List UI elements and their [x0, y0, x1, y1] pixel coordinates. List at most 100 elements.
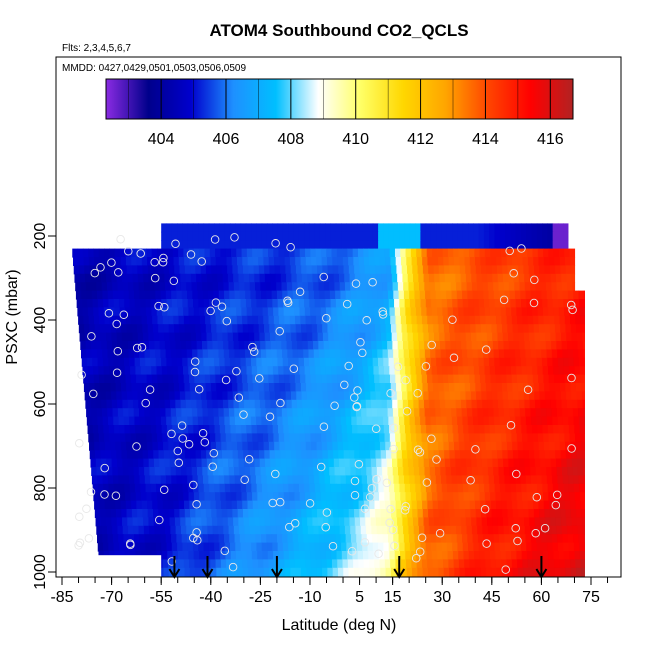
heatmap-cell: [306, 450, 313, 460]
heatmap-cell: [197, 416, 204, 426]
heatmap-cell: [544, 567, 551, 577]
heatmap-cell: [518, 332, 525, 342]
heatmap-cell: [288, 223, 295, 233]
heatmap-cell: [260, 349, 267, 359]
sample-point: [220, 546, 230, 556]
heatmap-cell: [153, 517, 160, 527]
heatmap-cell: [353, 324, 360, 334]
heatmap-cell: [382, 467, 389, 476]
heatmap-cell: [314, 542, 321, 552]
heatmap-cell: [291, 517, 298, 527]
heatmap-cell: [377, 357, 384, 367]
heatmap-cell: [313, 534, 320, 544]
heatmap-cell: [455, 341, 462, 350]
heatmap-cell: [543, 441, 550, 451]
heatmap-cell: [581, 383, 585, 392]
heatmap-cell: [279, 509, 286, 518]
heatmap-cell: [245, 240, 252, 250]
heatmap-cell: [375, 450, 382, 460]
heatmap-cell: [303, 534, 310, 544]
heatmap-cell: [487, 467, 494, 476]
heatmap-cell: [120, 257, 127, 266]
heatmap-cell: [571, 458, 578, 468]
heatmap-cell: [122, 458, 129, 468]
heatmap-cell: [518, 517, 525, 527]
heatmap-cell: [225, 307, 232, 317]
heatmap-cell: [139, 349, 146, 359]
heatmap-cell: [171, 231, 178, 241]
heatmap-cell: [396, 265, 403, 275]
heatmap-cell: [421, 492, 428, 502]
heatmap-cell: [461, 408, 468, 418]
heatmap-cell: [331, 248, 338, 258]
heatmap-cell: [177, 307, 184, 317]
heatmap-cell: [151, 374, 158, 384]
heatmap-cell: [413, 458, 420, 468]
heatmap-cell: [494, 231, 501, 241]
heatmap-cell: [452, 366, 459, 376]
heatmap-cell: [492, 273, 499, 283]
heatmap-cell: [122, 341, 129, 350]
x-tick-label: -85: [50, 589, 73, 606]
heatmap-cell: [333, 450, 339, 460]
heatmap-cell: [434, 273, 441, 283]
sample-point: [328, 541, 338, 551]
heatmap-cell: [492, 458, 499, 468]
heatmap-cell: [541, 290, 548, 300]
heatmap-cell: [267, 366, 274, 376]
heatmap-cell: [488, 416, 495, 426]
heatmap-cell: [386, 332, 393, 342]
heatmap-cell: [514, 467, 521, 476]
heatmap-cell: [529, 273, 536, 283]
heatmap-cell: [389, 366, 396, 376]
heatmap-cell: [557, 542, 564, 552]
heatmap-cell: [425, 357, 432, 367]
heatmap-cell: [197, 408, 204, 418]
heatmap-cell: [383, 231, 390, 241]
heatmap-cell: [299, 248, 306, 258]
heatmap-cell: [400, 374, 407, 384]
heatmap-cell: [273, 374, 280, 384]
heatmap-cell: [534, 391, 541, 401]
heatmap-cell: [442, 248, 449, 258]
heatmap-cell: [495, 307, 502, 317]
heatmap-cell: [384, 551, 391, 560]
heatmap-cell: [493, 475, 500, 485]
heatmap-cell: [137, 265, 144, 275]
heatmap-cell: [244, 282, 251, 292]
heatmap-cell: [278, 492, 285, 502]
heatmap-cell: [137, 332, 144, 342]
heatmap-cell: [570, 324, 577, 334]
sample-point: [228, 562, 238, 572]
heatmap-cell: [166, 425, 173, 434]
heatmap-cell: [301, 391, 308, 401]
heatmap-cell: [129, 425, 136, 434]
heatmap-cell: [489, 366, 496, 376]
heatmap-cell: [167, 559, 174, 569]
heatmap-cell: [168, 324, 175, 334]
heatmap-cell: [350, 341, 356, 350]
heatmap-cell: [529, 332, 536, 342]
heatmap-cell: [393, 223, 400, 233]
heatmap-cell: [380, 265, 387, 275]
heatmap-cell: [226, 257, 233, 266]
heatmap-cell: [468, 366, 475, 376]
heatmap-cell: [401, 265, 408, 275]
heatmap-cell: [183, 315, 190, 325]
heatmap-cell: [220, 551, 227, 560]
heatmap-cell: [138, 399, 145, 409]
heatmap-cell: [372, 475, 379, 485]
heatmap-cell: [238, 332, 245, 342]
heatmap-cell: [563, 299, 570, 308]
heatmap-cell: [134, 416, 141, 426]
heatmap-cell: [495, 559, 502, 569]
heatmap-cell: [83, 383, 90, 392]
heatmap-cell: [386, 399, 393, 409]
heatmap-cell: [204, 366, 211, 376]
heatmap-cell: [502, 265, 509, 275]
heatmap-cell: [512, 509, 519, 518]
heatmap-cell: [551, 282, 558, 292]
heatmap-cell: [269, 383, 275, 392]
heatmap-cell: [380, 324, 387, 334]
heatmap-cell: [232, 265, 239, 275]
